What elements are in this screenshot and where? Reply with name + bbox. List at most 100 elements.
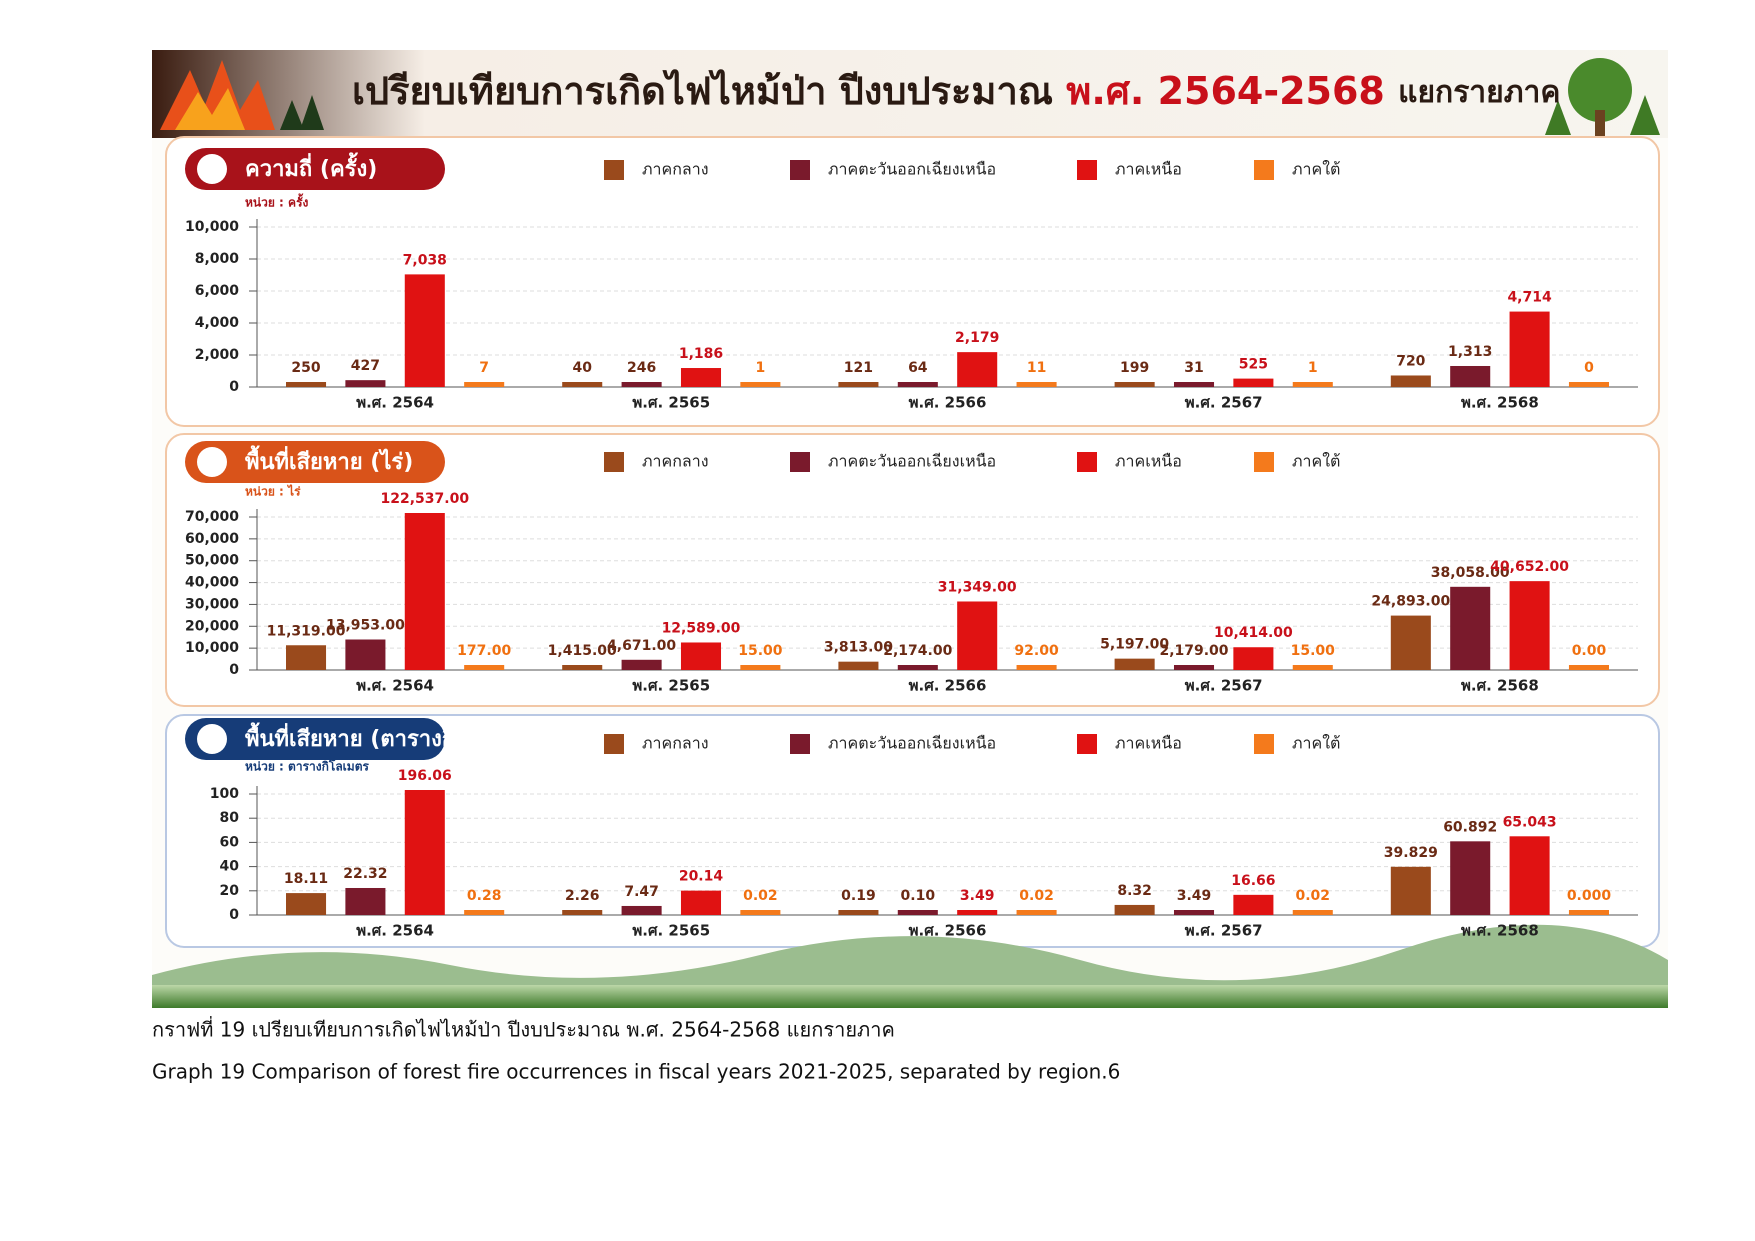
value-label: 24,893.00 — [1371, 594, 1450, 610]
bars — [286, 274, 1609, 387]
bar — [286, 893, 327, 915]
legend-swatch — [790, 734, 810, 754]
header-band — [152, 50, 1668, 138]
value-label: 1,313 — [1448, 344, 1492, 360]
caption-english: Graph 19 Comparison of forest fire occur… — [152, 1060, 1120, 1084]
x-tick-label: พ.ศ. 2564 — [356, 677, 434, 695]
value-label: 4,671.00 — [607, 638, 676, 654]
bar — [1509, 311, 1550, 387]
value-label: 2,174.00 — [883, 643, 952, 659]
tree-decoration — [1545, 58, 1660, 138]
y-tick-label: 60,000 — [185, 531, 239, 547]
legend-swatch — [790, 160, 810, 180]
bar — [1173, 382, 1215, 387]
value-label: 3.49 — [1177, 888, 1212, 904]
y-tick-label: 60 — [220, 834, 240, 850]
y-tick-label: 0 — [229, 379, 239, 395]
legend-swatch — [1077, 734, 1097, 754]
value-label: 38,058.00 — [1431, 565, 1510, 581]
value-label: 177.00 — [457, 643, 511, 659]
panel-title-pill — [185, 148, 445, 190]
bar — [1016, 382, 1057, 387]
bar — [957, 352, 998, 387]
value-label: 246 — [627, 360, 656, 376]
panel-icon — [197, 154, 227, 184]
unit-label: หน่วย : ไร่ — [245, 484, 301, 499]
value-label: 2,179.00 — [1159, 643, 1228, 659]
bar — [680, 890, 722, 915]
value-label: 39.829 — [1384, 845, 1438, 861]
bar — [740, 910, 781, 915]
value-label: 40 — [572, 360, 592, 376]
value-label: 0.02 — [1019, 888, 1054, 904]
bar — [1390, 866, 1431, 915]
legend-label: ภาคใต้ — [1292, 452, 1340, 471]
legend-swatch — [790, 452, 810, 472]
bar — [1450, 586, 1491, 670]
bar — [464, 910, 505, 915]
y-tick-label: 20 — [220, 883, 240, 899]
bar — [1390, 615, 1431, 670]
value-label: 0.02 — [743, 888, 778, 904]
value-label: 0.19 — [841, 888, 876, 904]
bar — [740, 382, 781, 387]
legend-label: ภาคใต้ — [1292, 160, 1340, 179]
value-label: 720 — [1396, 353, 1425, 369]
x-tick-label: พ.ศ. 2567 — [1185, 394, 1263, 412]
bar — [1568, 910, 1609, 915]
value-label: 31,349.00 — [938, 579, 1017, 595]
legend-label: ภาคเหนือ — [1115, 452, 1182, 471]
value-label: 16.66 — [1231, 873, 1275, 889]
unit-label: หน่วย : ครั้ง — [245, 193, 309, 210]
bar — [621, 382, 662, 387]
legend-swatch — [604, 452, 624, 472]
legend-label: ภาคกลาง — [642, 160, 709, 179]
bar — [1292, 910, 1333, 915]
x-tick-label: พ.ศ. 2564 — [356, 922, 434, 940]
bar — [1450, 841, 1491, 915]
bar — [345, 639, 386, 670]
x-tick-label: พ.ศ. 2568 — [1461, 677, 1539, 695]
value-label: 11,319.00 — [267, 623, 346, 639]
bar — [897, 382, 938, 387]
legend-swatch — [1254, 452, 1274, 472]
value-label: 199 — [1120, 360, 1149, 376]
x-tick-label: พ.ศ. 2565 — [632, 677, 710, 695]
value-label: 196.06 — [398, 768, 452, 784]
panel — [165, 136, 1660, 427]
bar — [1114, 904, 1155, 915]
value-label: 8.32 — [1117, 883, 1152, 899]
bar — [1233, 647, 1274, 670]
bar — [1233, 378, 1274, 387]
bar — [740, 665, 781, 670]
legend-swatch — [1077, 452, 1097, 472]
bar — [1292, 665, 1333, 670]
fire-decoration — [160, 60, 324, 130]
bar — [1568, 382, 1609, 387]
y-tick-label: 4,000 — [195, 315, 240, 331]
bar — [562, 910, 603, 915]
bar — [1173, 665, 1215, 670]
bar — [957, 601, 998, 670]
bar — [1509, 581, 1550, 670]
value-label: 1,186 — [679, 346, 723, 362]
value-label: 7 — [479, 360, 489, 376]
bar — [897, 665, 938, 670]
bar — [562, 665, 603, 670]
panel-icon — [197, 447, 227, 477]
bar — [1450, 365, 1491, 387]
bar — [286, 382, 327, 387]
y-tick-label: 6,000 — [195, 283, 240, 299]
value-label: 15.00 — [1291, 643, 1336, 659]
y-tick-label: 100 — [210, 786, 239, 802]
bar — [897, 910, 938, 915]
bar — [286, 645, 327, 670]
legend-swatch — [604, 734, 624, 754]
value-label: 1,415.00 — [548, 643, 617, 659]
value-label: 1 — [755, 360, 765, 376]
x-tick-label: พ.ศ. 2565 — [632, 922, 710, 940]
x-tick-label: พ.ศ. 2566 — [909, 922, 987, 940]
value-label: 0.00 — [1572, 643, 1607, 659]
value-label: 3,813.00 — [824, 640, 893, 656]
